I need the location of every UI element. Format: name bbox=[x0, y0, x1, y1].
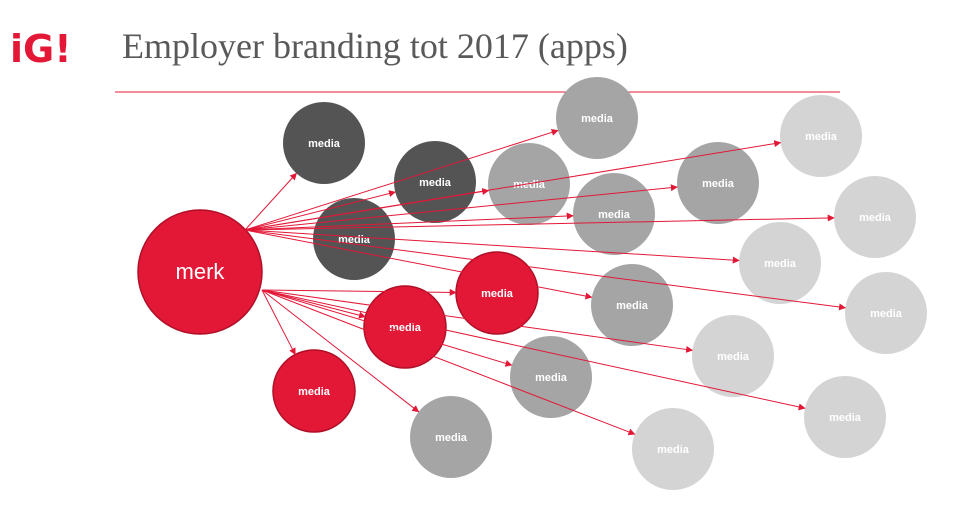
media-node bbox=[410, 396, 492, 478]
arrow bbox=[244, 188, 490, 231]
node-label: media bbox=[481, 288, 514, 300]
arrow bbox=[244, 172, 297, 231]
media-node bbox=[272, 349, 356, 433]
node-label: media bbox=[598, 209, 631, 221]
node-label: media bbox=[859, 212, 892, 224]
nodes: merk media media media media media media media m… bbox=[137, 77, 927, 490]
arrow bbox=[244, 229, 847, 311]
media-node bbox=[632, 408, 714, 490]
media-node bbox=[780, 95, 862, 177]
media-node bbox=[510, 336, 592, 418]
arrow bbox=[261, 289, 296, 356]
arrow bbox=[244, 129, 559, 231]
arrow bbox=[261, 289, 366, 319]
node-label: media bbox=[298, 386, 331, 398]
media-node bbox=[834, 176, 916, 258]
node-label: media bbox=[435, 432, 468, 444]
arrows bbox=[244, 129, 847, 436]
arrow bbox=[261, 289, 420, 413]
logo: iG! bbox=[10, 27, 72, 71]
media-node bbox=[804, 376, 886, 458]
arrow bbox=[261, 289, 636, 436]
node-label: media bbox=[805, 131, 838, 143]
media-node bbox=[556, 77, 638, 159]
node-label: media bbox=[308, 138, 341, 150]
arrow bbox=[244, 229, 593, 300]
media-node bbox=[692, 315, 774, 397]
arrow bbox=[261, 289, 513, 367]
node-label: media bbox=[616, 300, 649, 312]
node-label: media bbox=[717, 351, 750, 363]
media-node bbox=[573, 173, 655, 255]
slide-title: Employer branding tot 2017 (apps) bbox=[122, 26, 628, 66]
node-label: media bbox=[581, 113, 614, 125]
arrow bbox=[244, 212, 574, 231]
node-label: media bbox=[764, 258, 797, 270]
arrow bbox=[244, 184, 678, 231]
media-node bbox=[845, 272, 927, 354]
node-label: media bbox=[535, 372, 568, 384]
node-label: media bbox=[513, 179, 546, 191]
main-node bbox=[137, 209, 263, 335]
media-node bbox=[739, 222, 821, 304]
media-node bbox=[363, 285, 447, 369]
arrow bbox=[261, 288, 457, 296]
arrow bbox=[244, 190, 396, 231]
media-node bbox=[677, 142, 759, 224]
node-label: media bbox=[657, 444, 690, 456]
node-label: media bbox=[829, 412, 862, 424]
node-label: media bbox=[419, 177, 452, 189]
arrow bbox=[261, 289, 806, 411]
node-label: media bbox=[702, 178, 735, 190]
arrow bbox=[244, 229, 740, 264]
media-node bbox=[283, 102, 365, 184]
node-label: merk bbox=[176, 259, 226, 284]
arrow bbox=[244, 214, 835, 231]
media-node bbox=[591, 264, 673, 346]
arrow bbox=[261, 289, 694, 353]
media-node bbox=[313, 198, 395, 280]
node-label: media bbox=[870, 308, 903, 320]
